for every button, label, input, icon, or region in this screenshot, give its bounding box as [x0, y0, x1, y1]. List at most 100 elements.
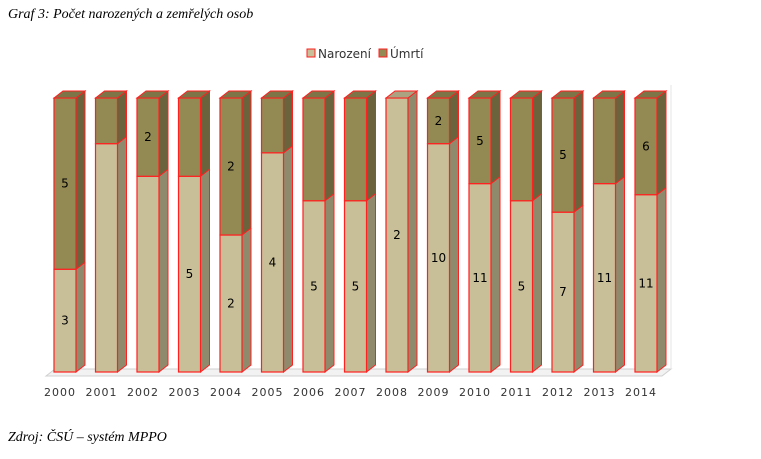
bar-umrti-2001-side: [117, 89, 127, 145]
legend: Narození Úmrtí: [306, 46, 424, 61]
bar-2007: 5: [343, 89, 377, 374]
bar-umrti-2000-side: [75, 89, 86, 271]
bar-umrti-2011-side: [532, 89, 542, 202]
data-label-narozeni-2010: 11: [472, 271, 487, 285]
bar-umrti-2014-side: [656, 89, 667, 196]
bar-narozeni-2003-side: [200, 168, 210, 374]
bar-umrti-2005: [260, 97, 285, 154]
bar-narozeni-2014-side: [656, 186, 667, 374]
x-tick-2001: 2001: [86, 386, 118, 399]
bar-2004: 22: [218, 89, 253, 374]
x-tick-2005: 2005: [252, 386, 284, 399]
x-tick-2002: 2002: [127, 386, 159, 399]
bar-2000: 35: [52, 89, 87, 374]
legend-label-umrti: Úmrtí: [390, 46, 424, 61]
bar-narozeni-2000-side: [75, 261, 86, 374]
bar-umrti-2003: [177, 97, 202, 177]
data-label-narozeni-2005: 4: [269, 255, 277, 269]
x-tick-2010: 2010: [459, 386, 491, 399]
bar-top-2010: [467, 90, 502, 99]
bar-umrti-2001: [94, 97, 119, 145]
bar-umrti-2009-side: [449, 89, 459, 145]
bar-narozeni-2002: [136, 175, 160, 373]
bar-top-2013: [592, 90, 626, 99]
x-tick-2007: 2007: [335, 386, 367, 399]
chart-title: Graf 3: Počet narozených a zemřelých oso…: [8, 7, 254, 22]
bar-top-2011: [509, 90, 543, 99]
data-label-umrti-2014: 6: [642, 139, 650, 153]
bar-top-2004: [218, 90, 253, 99]
data-label-umrti-2009: 2: [435, 114, 443, 128]
data-label-narozeni-2008: 2: [393, 228, 401, 242]
bar-2009: 10 2: [426, 89, 460, 374]
bar-umrti-2003-side: [200, 89, 210, 178]
source-note: Zdroj: ČSÚ – systém MPPO: [8, 430, 167, 445]
bar-narozeni-2010-side: [490, 175, 501, 374]
bar-2013: 11: [592, 89, 626, 374]
bar-umrti-2005-side: [283, 89, 293, 154]
bar-umrti-2006-side: [324, 89, 335, 202]
bar-narozeni-2011-side: [532, 192, 542, 374]
bar-umrti-2010-side: [490, 89, 501, 185]
x-tick-2014: 2014: [625, 386, 657, 399]
data-label-narozeni-2014: 11: [638, 276, 653, 290]
bar-umrti-2013: [592, 97, 617, 185]
bar-narozeni-2013-side: [615, 175, 625, 374]
bar-umrti-2007: [343, 97, 368, 202]
legend-swatch-narozeni: [306, 48, 316, 58]
bar-umrti-2006: [302, 97, 326, 202]
bar-2014: 11 6: [633, 89, 668, 374]
bar-umrti-2011: [509, 97, 534, 202]
bar-umrti-2002-side: [158, 89, 169, 178]
data-label-umrti-2004: 2: [227, 160, 235, 174]
bar-narozeni-2001-side: [117, 135, 127, 374]
bar-narozeni-2009-side: [449, 135, 459, 374]
bar-narozeni-2005-side: [283, 144, 293, 374]
bar-2005: 4: [260, 89, 294, 374]
data-label-narozeni-2003: 5: [186, 267, 194, 281]
data-label-umrti-2000: 5: [61, 177, 69, 191]
x-tick-2012: 2012: [542, 386, 574, 399]
bar-narozeni-2001: [94, 143, 119, 373]
x-axis-ticks: 2000 2001 2002 2003 2004 2005 2006 2007 2008 2009…: [44, 386, 657, 399]
bar-narozeni-2004-side: [241, 226, 252, 374]
bar-2003: 5: [177, 89, 211, 374]
bar-narozeni-2012-side: [573, 204, 584, 374]
bar-umrti-2012-side: [573, 89, 584, 214]
data-label-narozeni-2007: 5: [352, 279, 360, 293]
bar-umrti-2004-side: [241, 89, 252, 237]
bar-2012: 75: [550, 89, 585, 374]
x-tick-2013: 2013: [584, 386, 616, 399]
bar-narozeni-2002-side: [158, 168, 169, 374]
bar-umrti-2007-side: [366, 89, 376, 202]
bar-umrti-2013-side: [615, 89, 625, 185]
bar-2002: 2: [135, 89, 170, 374]
x-tick-2011: 2011: [501, 386, 533, 399]
bar-2001: [94, 89, 128, 374]
data-label-umrti-2002: 2: [144, 130, 152, 144]
bar-top-2006: [301, 90, 336, 99]
bar-narozeni-2006-side: [324, 192, 335, 374]
bar-2010: 11 5: [467, 89, 502, 374]
data-label-narozeni-2011: 5: [518, 279, 526, 293]
data-label-narozeni-2013: 11: [597, 271, 612, 285]
x-tick-2004: 2004: [210, 386, 242, 399]
data-label-umrti-2010: 5: [476, 134, 484, 148]
bar-top-2002: [135, 90, 170, 99]
bar-top-2003: [177, 90, 211, 99]
x-tick-2008: 2008: [376, 386, 408, 399]
bar-narozeni-2008-side: [407, 89, 418, 374]
x-tick-2006: 2006: [293, 386, 325, 399]
data-label-narozeni-2000: 3: [61, 314, 69, 328]
bar-top-2012: [550, 90, 585, 99]
bar-top-2005: [260, 90, 294, 99]
bar-2008: 2: [384, 89, 419, 374]
x-tick-2000: 2000: [44, 386, 76, 399]
legend-swatch-umrti: [378, 48, 388, 58]
bar-top-2008: [384, 90, 419, 99]
bar-narozeni-2007-side: [366, 192, 376, 374]
legend-label-narozeni: Narození: [318, 47, 372, 61]
bar-2011: 5: [509, 89, 543, 374]
